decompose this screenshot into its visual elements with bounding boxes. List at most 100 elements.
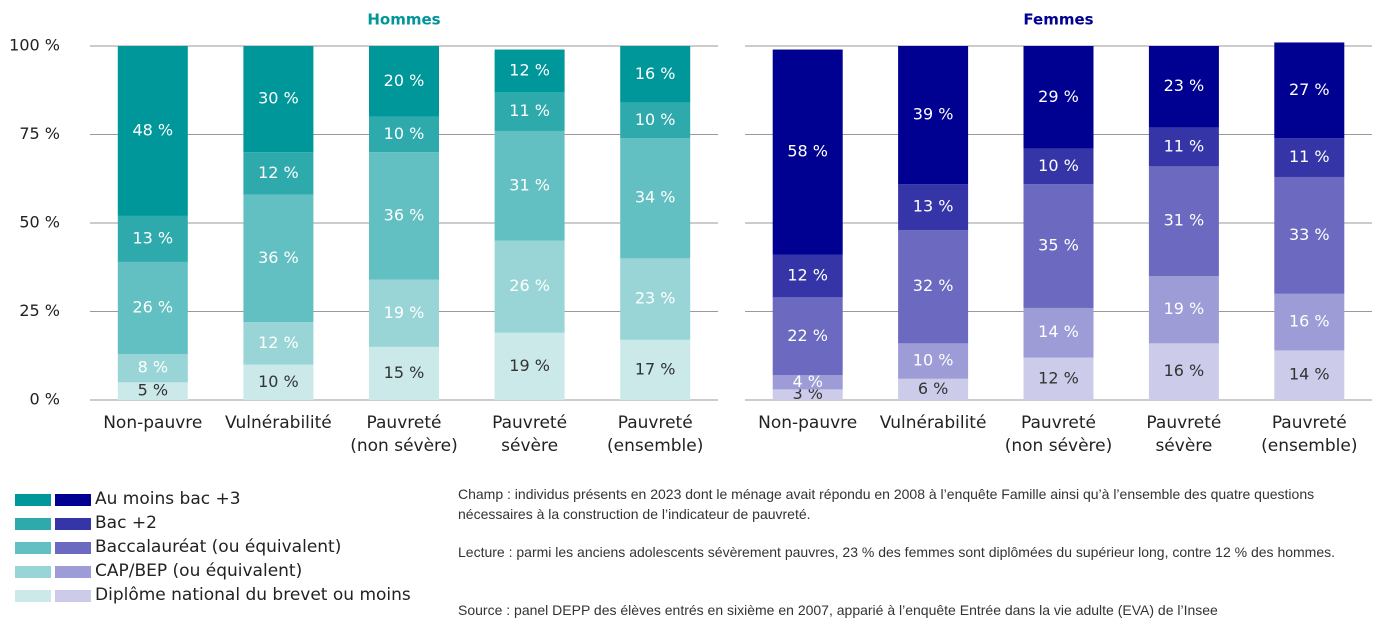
bar-segment [772, 254, 843, 298]
bar-segment [898, 230, 969, 344]
legend-swatch [15, 494, 51, 506]
value-label: 12 % [1038, 368, 1079, 387]
note: Lecture : parmi les anciens adolescents … [458, 544, 1336, 560]
value-label: 8 % [138, 358, 168, 377]
bar-segment [1148, 166, 1219, 277]
legend-swatch [15, 518, 51, 530]
bar-segment [772, 49, 843, 255]
value-label: 12 % [258, 333, 299, 352]
legend-label: Diplôme national du brevet ou moins [95, 585, 411, 605]
value-label: 31 % [1164, 211, 1205, 230]
x-tick-label: (ensemble) [1261, 436, 1357, 456]
y-tick-label: 50 % [19, 213, 60, 232]
value-label: 27 % [1289, 80, 1330, 99]
bar-segment [1274, 42, 1345, 139]
value-label: 6 % [918, 379, 948, 398]
bar-segment [369, 116, 439, 153]
bar-segment [1023, 307, 1094, 358]
legend-label: CAP/BEP (ou équivalent) [95, 561, 303, 581]
value-label: 58 % [787, 142, 828, 161]
value-label: 33 % [1289, 225, 1330, 244]
legend-label: Bac +2 [95, 513, 157, 533]
value-label: 30 % [258, 89, 299, 108]
y-tick-label: 75 % [19, 124, 60, 143]
value-label: 34 % [635, 188, 676, 207]
y-tick-label: 25 % [19, 301, 60, 320]
bar-segment [1023, 357, 1094, 400]
value-label: 11 % [1289, 147, 1330, 166]
value-label: 4 % [792, 372, 822, 391]
legend-swatch [55, 590, 91, 602]
bar-segment [369, 152, 439, 280]
bar-segment [1148, 46, 1219, 128]
value-label: 48 % [132, 120, 173, 139]
bar-segment [620, 339, 691, 400]
bar-segment [494, 92, 565, 131]
bar-segment [620, 258, 691, 340]
bar-segment [243, 46, 314, 153]
bar-segment [1023, 184, 1094, 308]
x-tick-label: sévère [1155, 436, 1212, 456]
bar-segment [117, 382, 188, 400]
bar-segment [1274, 350, 1345, 400]
value-label: 11 % [509, 101, 550, 120]
legend-swatch [55, 518, 91, 530]
value-label: 13 % [913, 197, 954, 216]
value-label: 14 % [1289, 365, 1330, 384]
bar-segment [117, 46, 188, 216]
value-label: 23 % [635, 289, 676, 308]
x-tick-label: Pauvreté [1272, 413, 1347, 433]
bar-segment [494, 49, 565, 93]
x-tick-label: Pauvreté [367, 413, 442, 433]
bar-segment [243, 194, 314, 323]
value-label: 23 % [1164, 76, 1205, 95]
value-label: 10 % [913, 351, 954, 370]
chart-title: Hommes [367, 11, 440, 29]
value-label: 19 % [1164, 299, 1205, 318]
legend-swatch [55, 542, 91, 554]
value-label: 26 % [509, 276, 550, 295]
value-label: 15 % [384, 363, 425, 382]
bar-segment [772, 375, 843, 390]
bar-segment [1148, 343, 1219, 400]
value-label: 36 % [258, 248, 299, 267]
value-label: 10 % [384, 124, 425, 143]
x-tick-label: (non sévère) [350, 436, 458, 456]
note: Champ : individus présents en 2023 dont … [458, 486, 1315, 522]
x-tick-label: Pauvreté [618, 413, 693, 433]
value-label: 20 % [384, 71, 425, 90]
bar-segment [1148, 127, 1219, 167]
x-tick-label: (ensemble) [607, 436, 703, 456]
bar-segment [494, 240, 565, 333]
value-label: 12 % [509, 60, 550, 79]
chart-title: Femmes [1023, 11, 1093, 29]
bar-segment [898, 46, 969, 185]
bar-segment [243, 364, 314, 400]
bar-segment [1274, 138, 1345, 177]
legend-swatch [55, 494, 91, 506]
bar-segment [369, 279, 439, 347]
value-label: 11 % [1164, 136, 1205, 155]
x-tick-label: Vulnérabilité [880, 413, 987, 433]
legend-swatch [55, 566, 91, 578]
chart: Hommes 0 % 25 % 50 % 75 % 100 % Non-pauvre 5 % 8… [9, 11, 1372, 456]
value-label: 26 % [132, 297, 173, 316]
bar-segment [1023, 148, 1094, 185]
legend-swatch [15, 542, 51, 554]
legend-swatch [15, 590, 51, 602]
bar-segment [898, 184, 969, 231]
value-label: 10 % [258, 372, 299, 391]
bar-segment [117, 261, 188, 354]
value-label: 31 % [509, 175, 550, 194]
bar-segment [898, 378, 969, 400]
value-label: 32 % [913, 276, 954, 295]
value-label: 29 % [1038, 87, 1079, 106]
bar-segment [494, 332, 565, 400]
bar-segment [620, 102, 691, 139]
value-label: 5 % [138, 381, 168, 400]
bar-segment [1148, 276, 1219, 344]
x-tick-label: Non-pauvre [103, 413, 202, 433]
bar-segment [369, 46, 439, 117]
value-label: 35 % [1038, 236, 1079, 255]
